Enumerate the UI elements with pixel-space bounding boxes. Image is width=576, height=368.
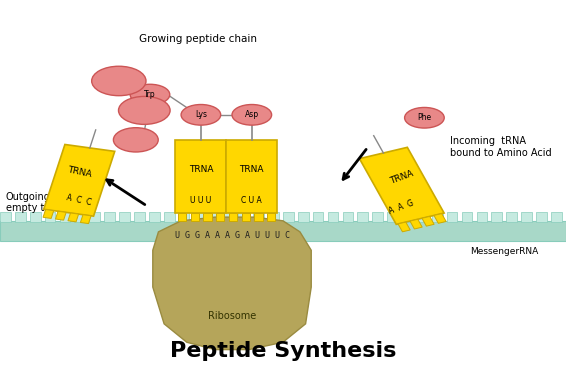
Bar: [15, 212, 25, 222]
Bar: [359, 147, 444, 224]
Text: U G G A A A G A U U U C: U G G A A A G A U U U C: [175, 231, 290, 240]
Bar: [398, 222, 410, 232]
Bar: [203, 213, 212, 221]
Bar: [506, 212, 517, 222]
Bar: [387, 212, 398, 222]
Bar: [422, 216, 434, 226]
Bar: [55, 211, 66, 220]
Bar: [104, 212, 115, 222]
Text: Asp: Asp: [245, 110, 259, 119]
Bar: [283, 212, 294, 222]
Text: Incoming  tRNA
bound to Amino Acid: Incoming tRNA bound to Amino Acid: [450, 137, 551, 158]
Text: A  A  G: A A G: [388, 198, 415, 216]
Ellipse shape: [119, 96, 170, 124]
Bar: [417, 212, 428, 222]
Text: Outgoing
empty tRNA: Outgoing empty tRNA: [6, 192, 65, 213]
Bar: [476, 212, 487, 222]
Text: Lys: Lys: [195, 110, 207, 119]
Bar: [149, 212, 160, 222]
Bar: [59, 212, 70, 222]
Bar: [216, 213, 225, 221]
Bar: [44, 145, 115, 216]
Bar: [43, 209, 54, 219]
Bar: [268, 212, 279, 222]
Bar: [536, 212, 547, 222]
Bar: [176, 140, 226, 213]
Bar: [30, 212, 40, 222]
Ellipse shape: [130, 84, 170, 105]
Ellipse shape: [232, 105, 272, 125]
Bar: [229, 213, 237, 221]
Bar: [134, 212, 145, 222]
Bar: [164, 212, 175, 222]
Bar: [298, 212, 309, 222]
Text: C U A: C U A: [241, 196, 262, 205]
Bar: [178, 213, 186, 221]
Bar: [343, 212, 353, 222]
Bar: [491, 212, 502, 222]
Bar: [447, 212, 457, 222]
Ellipse shape: [92, 66, 146, 96]
Bar: [267, 213, 275, 221]
Bar: [209, 212, 219, 222]
Bar: [313, 212, 324, 222]
Bar: [194, 212, 204, 222]
Bar: [461, 212, 472, 222]
Text: Phe: Phe: [418, 113, 431, 122]
Bar: [328, 212, 338, 222]
Bar: [74, 212, 85, 222]
Text: TRNA: TRNA: [66, 166, 92, 179]
Bar: [551, 212, 562, 222]
Text: TRNA: TRNA: [188, 165, 213, 174]
Bar: [434, 213, 446, 223]
Bar: [253, 212, 264, 222]
Bar: [372, 212, 383, 222]
Ellipse shape: [113, 128, 158, 152]
Bar: [89, 212, 100, 222]
Bar: [179, 212, 190, 222]
Bar: [402, 212, 413, 222]
Text: MessengerRNA: MessengerRNA: [469, 247, 538, 255]
Text: Growing peptide chain: Growing peptide chain: [139, 33, 257, 44]
Bar: [0, 221, 566, 241]
Bar: [68, 213, 78, 222]
Ellipse shape: [181, 105, 221, 125]
Text: TRNA: TRNA: [240, 165, 264, 174]
Bar: [81, 215, 91, 224]
Bar: [410, 219, 422, 229]
Bar: [357, 212, 368, 222]
Text: Ribosome: Ribosome: [208, 311, 256, 322]
Bar: [0, 212, 11, 222]
Text: U U U: U U U: [190, 196, 211, 205]
Bar: [45, 212, 55, 222]
Bar: [223, 212, 234, 222]
Bar: [432, 212, 442, 222]
Bar: [521, 212, 532, 222]
Bar: [226, 140, 277, 213]
Bar: [238, 212, 249, 222]
Text: TRNA: TRNA: [389, 169, 415, 186]
Bar: [191, 213, 199, 221]
Bar: [242, 213, 250, 221]
Bar: [119, 212, 130, 222]
Text: Peptide Synthesis: Peptide Synthesis: [170, 341, 396, 361]
Text: A  C  C: A C C: [66, 193, 93, 207]
Text: Trp: Trp: [144, 90, 156, 99]
Ellipse shape: [404, 107, 444, 128]
Polygon shape: [153, 217, 311, 350]
Bar: [255, 213, 263, 221]
